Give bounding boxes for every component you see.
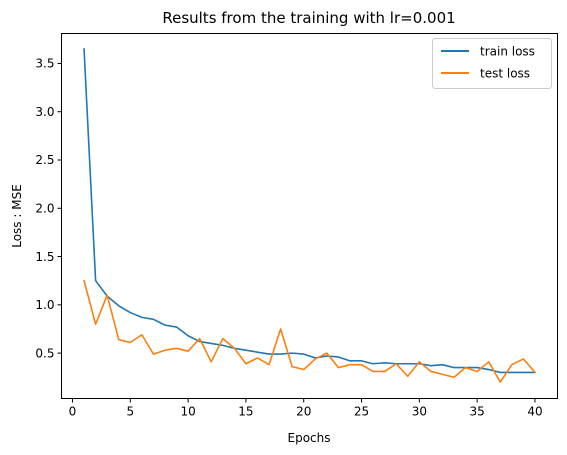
plot-frame (61, 33, 558, 399)
x-axis-ticks: 0 5 10 15 20 25 30 35 40 (69, 398, 543, 419)
legend-label-train-loss: train loss (480, 45, 535, 59)
x-tick-label: 20 (296, 405, 311, 419)
legend-label-test-loss: test loss (480, 67, 530, 81)
x-axis-label: Epochs (288, 431, 331, 445)
x-tick-label: 25 (354, 405, 369, 419)
x-tick-label: 0 (69, 405, 77, 419)
x-tick-label: 35 (470, 405, 485, 419)
series-line-train-loss (83, 48, 536, 374)
y-tick-label: 2.0 (35, 201, 54, 215)
series-layer (83, 48, 537, 383)
x-tick-label: 15 (238, 405, 253, 419)
x-tick-label: 10 (180, 405, 195, 419)
y-axis-ticks: 0.5 1.0 1.5 2.0 2.5 3.0 3.5 (35, 57, 62, 360)
series-line-test-loss (83, 279, 537, 383)
x-tick-label: 30 (412, 405, 427, 419)
x-tick-label: 40 (527, 405, 542, 419)
y-tick-label: 0.5 (35, 346, 54, 360)
x-tick-label: 5 (126, 405, 134, 419)
y-tick-label: 2.5 (35, 153, 54, 167)
y-axis-label: Loss : MSE (10, 184, 24, 248)
y-tick-label: 1.0 (35, 298, 54, 312)
legend: train loss test loss (432, 38, 552, 89)
y-tick-label: 1.5 (35, 250, 54, 264)
y-tick-label: 3.0 (35, 105, 54, 119)
chart-title: Results from the training with lr=0.001 (162, 9, 455, 27)
y-tick-label: 3.5 (35, 57, 54, 71)
